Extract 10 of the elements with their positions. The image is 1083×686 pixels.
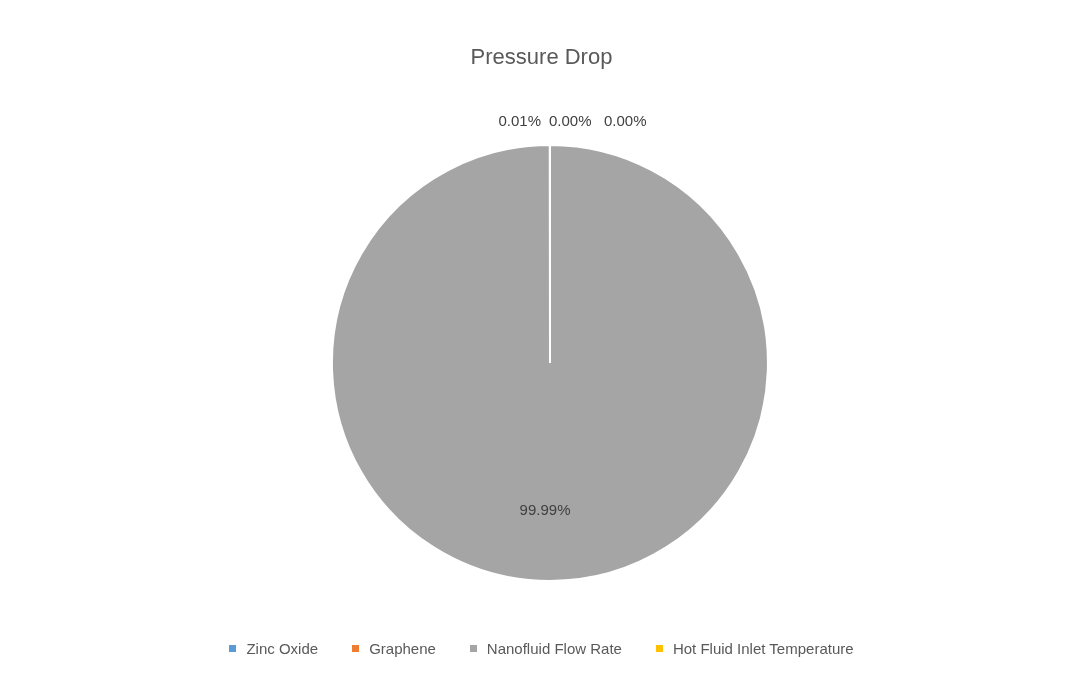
legend-label: Nanofluid Flow Rate <box>485 640 622 657</box>
data-label: 99.99% <box>519 500 571 518</box>
legend-label: Zinc Oxide <box>245 640 319 657</box>
text: 0.00% <box>549 112 592 129</box>
data-label: 0.01% <box>498 112 541 129</box>
pie-slice <box>331 144 769 582</box>
chart-title: Pressure Drop <box>469 44 614 70</box>
legend-label: Graphene <box>368 640 436 657</box>
text: 0.00% <box>604 112 647 129</box>
legend-label: Hot Fluid Inlet Temperature <box>671 640 854 657</box>
